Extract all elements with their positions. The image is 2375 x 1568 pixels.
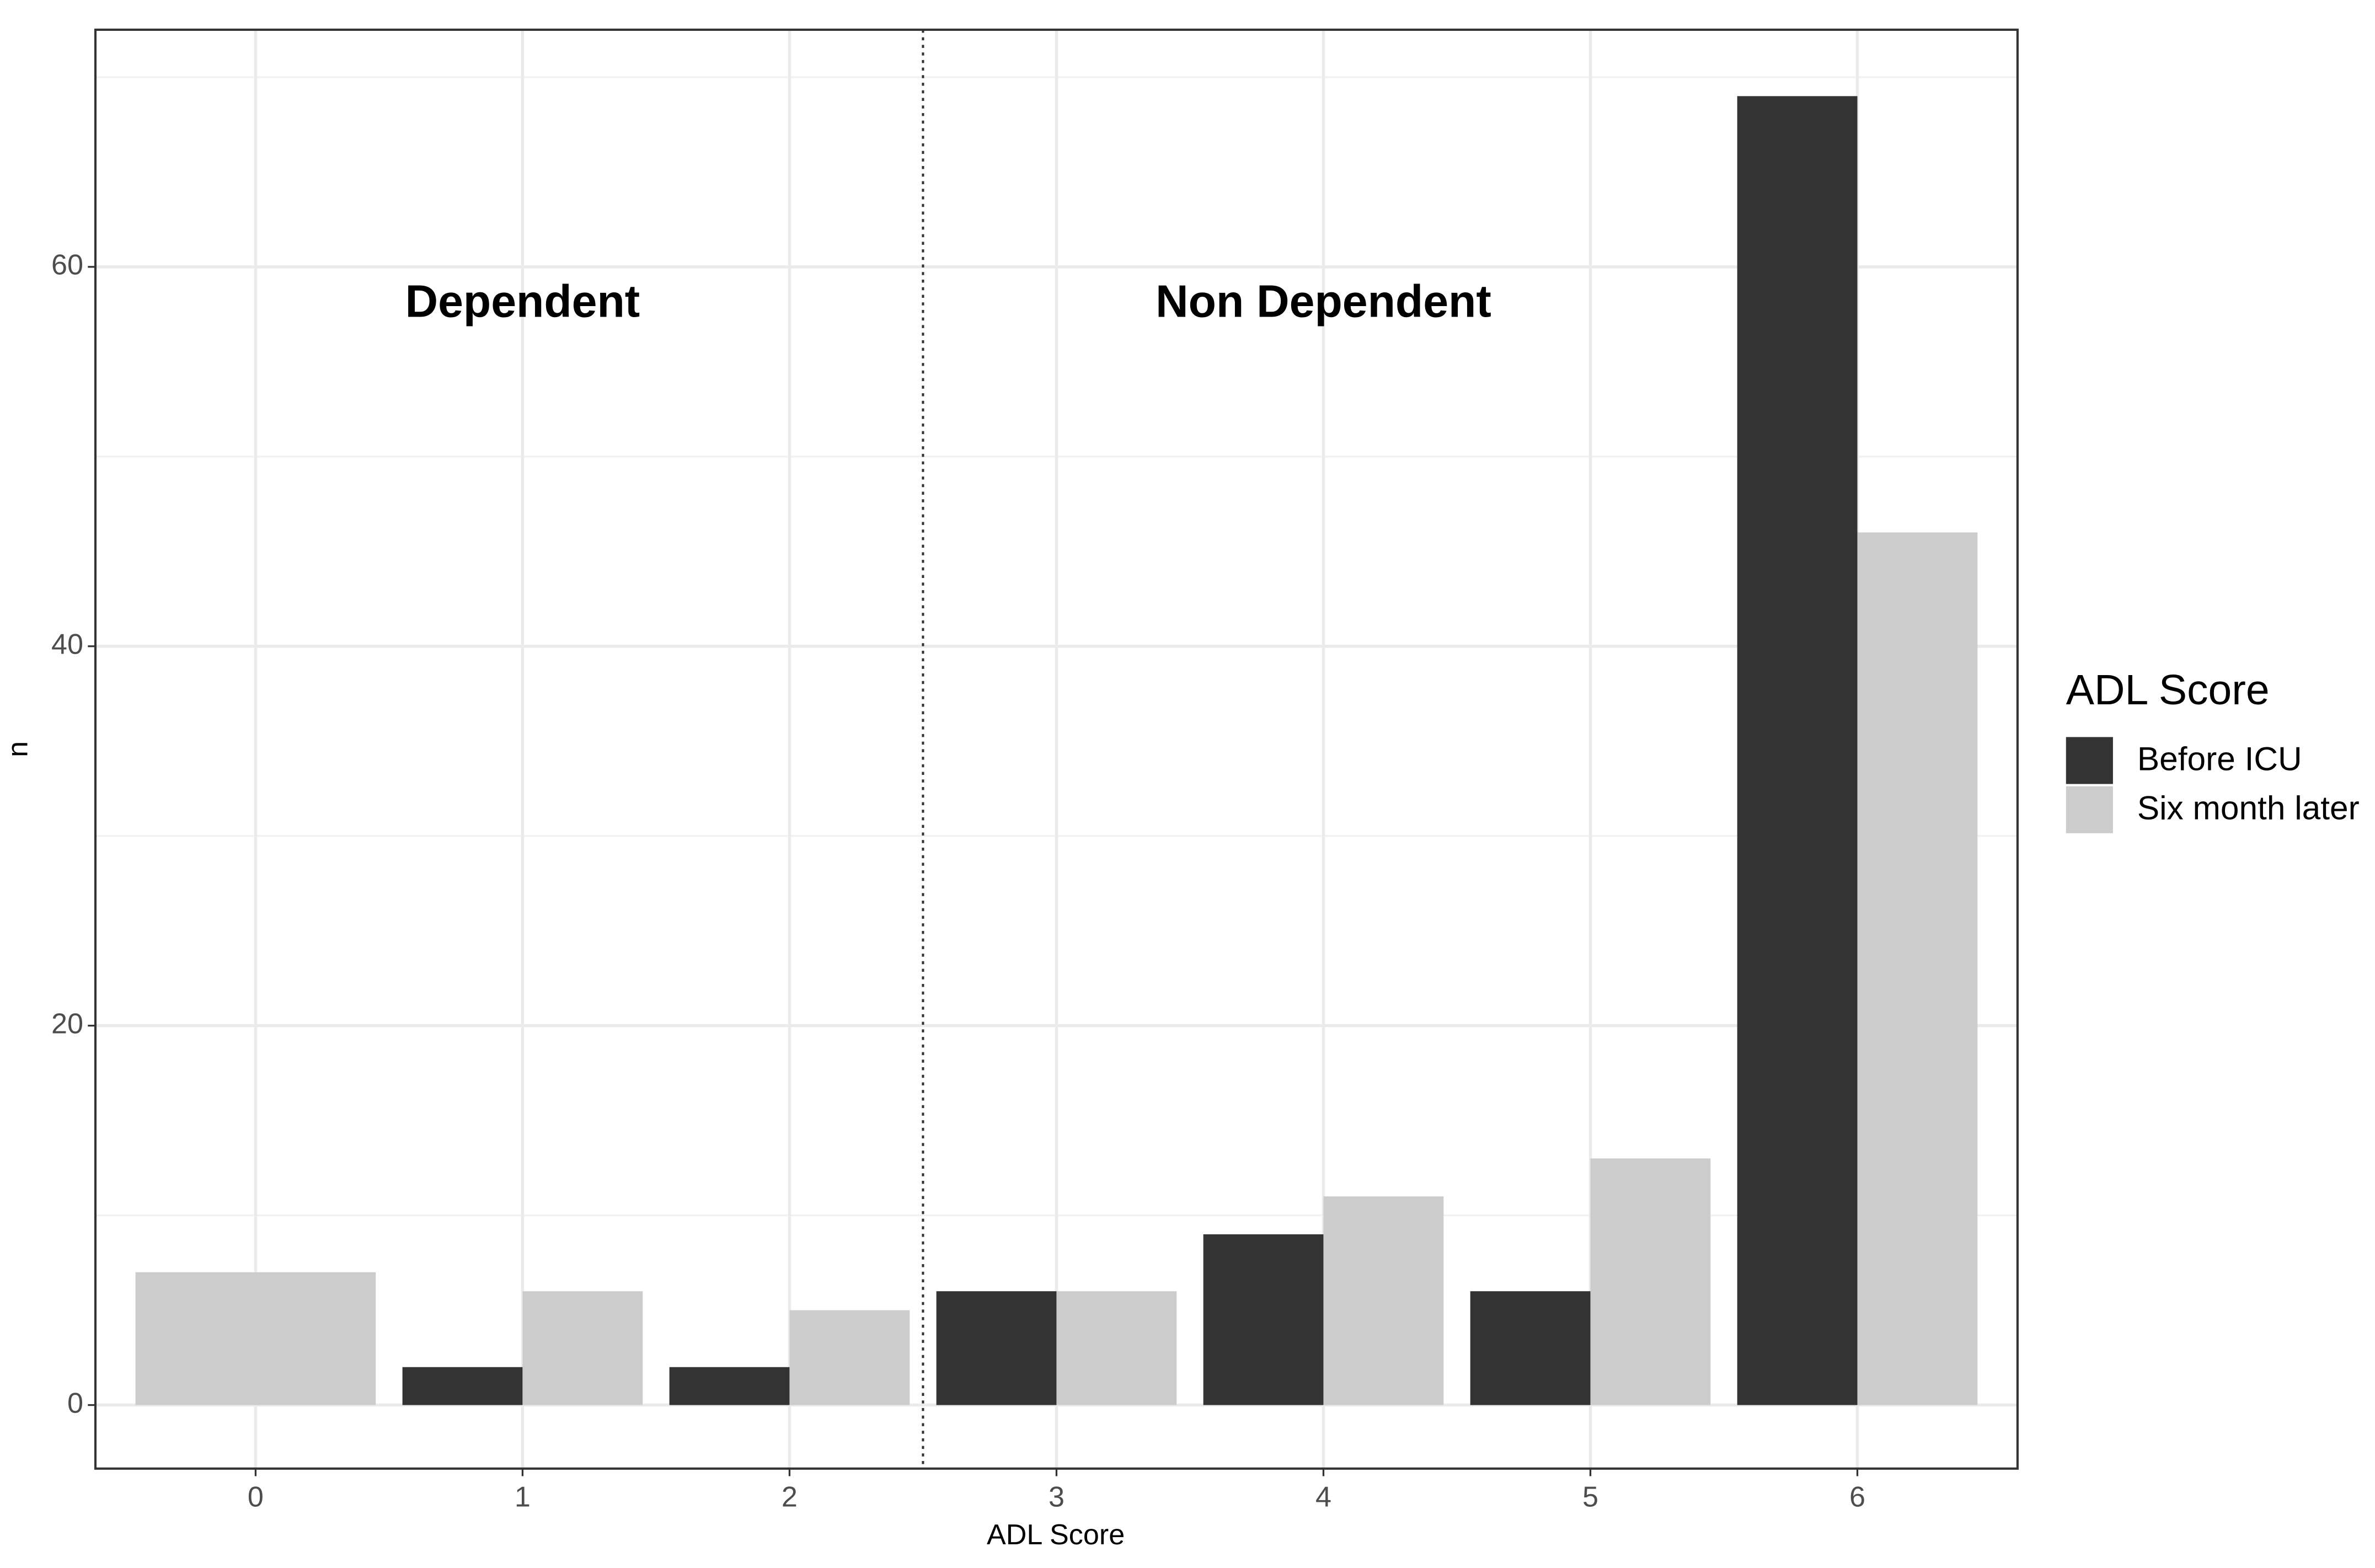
bar [402, 1367, 523, 1405]
bar [1203, 1234, 1324, 1405]
bar [1857, 532, 1978, 1405]
legend-title: ADL Score [2066, 666, 2270, 714]
legend-label: Six month later [2137, 789, 2360, 827]
bar [135, 1272, 376, 1405]
y-tick-label: 40 [51, 629, 83, 661]
bar [1590, 1158, 1711, 1405]
x-tick-label: 4 [1315, 1481, 1331, 1513]
y-tick-label: 20 [51, 1008, 83, 1040]
x-tick-label: 6 [1849, 1481, 1865, 1513]
y-tick-label: 60 [51, 249, 83, 281]
x-tick-label: 0 [248, 1481, 264, 1513]
bar [1737, 96, 1858, 1405]
bar [1470, 1291, 1591, 1405]
bar [522, 1291, 643, 1405]
x-tick-label: 1 [515, 1481, 531, 1513]
bar [936, 1291, 1057, 1405]
panel-border [94, 28, 2019, 1470]
y-axis-title: n [2, 741, 34, 757]
x-axis-title: ADL Score [987, 1519, 1125, 1551]
y-tick-label: 0 [67, 1387, 83, 1419]
legend-key [2066, 737, 2113, 784]
legend-label: Before ICU [2137, 740, 2302, 777]
annotation: Non Dependent [1156, 276, 1491, 327]
annotation: Dependent [405, 276, 640, 327]
x-tick-label: 5 [1582, 1481, 1598, 1513]
x-tick-label: 2 [782, 1481, 798, 1513]
bar [669, 1367, 790, 1405]
x-tick-label: 3 [1049, 1481, 1065, 1513]
bar [1056, 1291, 1177, 1405]
bar [1323, 1196, 1444, 1405]
bar [789, 1310, 910, 1405]
legend-key [2066, 786, 2113, 833]
